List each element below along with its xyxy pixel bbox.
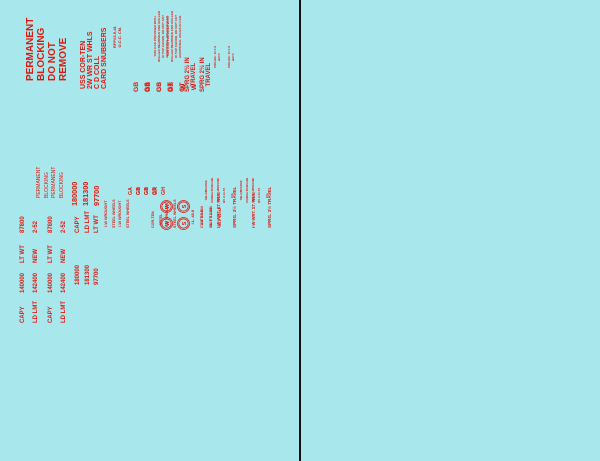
svg-text:W: W bbox=[165, 220, 171, 226]
svg-text:S: S bbox=[182, 204, 188, 208]
svg-text:S: S bbox=[182, 221, 188, 225]
svg-text:W: W bbox=[165, 203, 171, 209]
